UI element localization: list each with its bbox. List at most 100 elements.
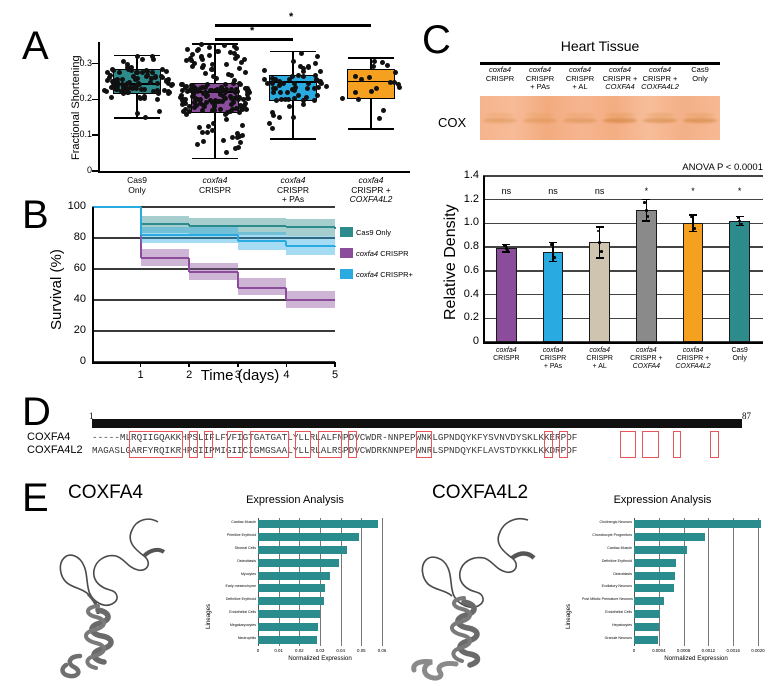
- data-point: [155, 88, 161, 94]
- legend-label: Cas9 Only: [356, 228, 392, 237]
- data-point: [179, 101, 185, 107]
- data-point: [290, 114, 296, 120]
- gridline: [483, 246, 763, 248]
- sig-label: ns: [548, 186, 558, 196]
- data-point: [269, 76, 275, 82]
- error-cap: [735, 225, 744, 227]
- data-point: [238, 59, 244, 65]
- x-tick-label: 0: [632, 648, 636, 653]
- y-tick-label: 0.3: [79, 57, 92, 68]
- x-tick-label: 0.05: [357, 648, 366, 653]
- data-point: [356, 96, 362, 102]
- mismatch-box: [710, 431, 720, 458]
- blot-band: [483, 118, 517, 123]
- data-point: [115, 80, 121, 86]
- data-point: [129, 67, 135, 73]
- survival-drop: [333, 245, 337, 248]
- bar: [258, 609, 320, 619]
- lane-label: coxfa4 CRISPR + COXFA4: [602, 65, 638, 92]
- data-point: [125, 89, 131, 95]
- survival-segment: [237, 240, 287, 243]
- y-tick-label: 1.4: [463, 169, 479, 181]
- data-point: [105, 78, 111, 84]
- data-point: [243, 107, 249, 113]
- data-point: [156, 108, 162, 114]
- y-axis: [634, 518, 635, 646]
- lineage-label: Post Mitotic Premature Neurons: [582, 597, 633, 602]
- data-point: [392, 79, 398, 85]
- data-point: [190, 85, 196, 91]
- data-point: [127, 85, 133, 91]
- lineage-label: Endothelial Cells: [229, 610, 256, 614]
- bar: [634, 545, 688, 555]
- data-point: [224, 110, 230, 116]
- data-point: [113, 86, 119, 92]
- gridline: [361, 518, 363, 646]
- data-point: [236, 134, 242, 140]
- data-point: [199, 84, 205, 90]
- seq-start-position: 1: [89, 411, 94, 421]
- survival-drop: [285, 241, 288, 246]
- mismatch-box: [204, 431, 214, 458]
- data-point: [161, 87, 167, 93]
- data-point: [270, 112, 276, 118]
- y-axis: [258, 518, 259, 646]
- data-point: [214, 49, 220, 54]
- data-point: [120, 58, 126, 64]
- data-point: [103, 89, 109, 95]
- data-point: [229, 135, 235, 141]
- bar: [634, 558, 676, 567]
- data-point: [373, 86, 379, 92]
- gridline: [708, 518, 710, 646]
- data-point: [311, 97, 317, 103]
- data-point: [293, 84, 299, 90]
- survival-segment: [237, 224, 287, 227]
- blot-title-rule: [480, 62, 720, 65]
- replicate-dot: [599, 250, 603, 253]
- mismatch-box: [415, 431, 433, 458]
- data-point: [238, 102, 244, 108]
- data-point: [233, 146, 239, 152]
- data-point: [159, 67, 165, 73]
- survival-drop: [333, 227, 337, 229]
- x-tick-label: 0.0008: [676, 648, 691, 653]
- data-point: [244, 85, 250, 91]
- lineage-label: Myocytes: [240, 571, 256, 576]
- data-point: [315, 84, 321, 90]
- whisker-cap-upper: [191, 42, 239, 45]
- data-point: [208, 98, 214, 104]
- survival-segment: [189, 224, 238, 227]
- data-point: [119, 77, 125, 83]
- panel-d-letter: D: [22, 390, 51, 434]
- data-point: [380, 108, 386, 114]
- data-point: [163, 78, 169, 84]
- data-point: [191, 61, 197, 67]
- data-point: [269, 125, 275, 131]
- x-tick-label: 0.0004: [652, 648, 666, 653]
- lineage-label: Neutrophils: [237, 635, 256, 640]
- data-point: [313, 72, 319, 78]
- western-blot-image: [480, 96, 720, 140]
- data-point: [242, 56, 248, 62]
- error-cap: [689, 214, 697, 216]
- data-point: [184, 88, 190, 94]
- data-point: [200, 129, 206, 135]
- x-category-label: Cas9 Only: [127, 175, 147, 195]
- data-point: [135, 80, 141, 86]
- panel-a-y-axis: [98, 42, 100, 172]
- x-tick-label: 5: [331, 369, 339, 381]
- data-point: [223, 116, 229, 122]
- replicate-dot: [693, 227, 696, 230]
- data-point: [185, 47, 191, 53]
- x-tick-mark: [139, 362, 142, 367]
- data-point: [151, 56, 157, 62]
- mismatch-box: [317, 431, 342, 458]
- y-tick-label: 0.2: [463, 311, 479, 324]
- mismatch-box: [544, 431, 553, 458]
- error-cap: [735, 215, 744, 217]
- expression-chart-coxfa4: Expression Analysis Lineages 0 0.01 0.02 0.…: [200, 494, 390, 674]
- bar: [542, 251, 564, 342]
- data-point: [228, 94, 234, 100]
- error-cap: [549, 241, 557, 244]
- data-point: [150, 54, 156, 59]
